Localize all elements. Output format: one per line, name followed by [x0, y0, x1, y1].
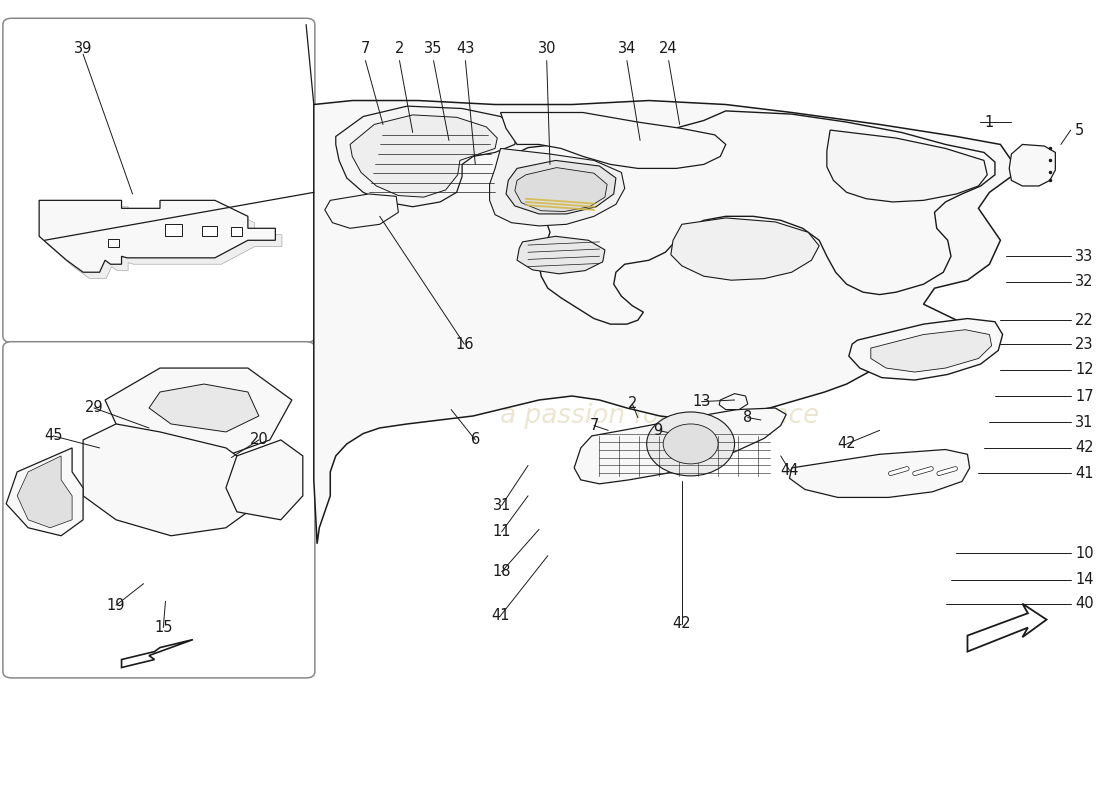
- Polygon shape: [226, 440, 303, 520]
- Polygon shape: [106, 368, 292, 456]
- Text: 32: 32: [1075, 274, 1093, 290]
- Text: 31: 31: [493, 498, 510, 513]
- Text: 15: 15: [154, 620, 173, 635]
- Text: 2: 2: [628, 397, 637, 411]
- Polygon shape: [324, 194, 398, 228]
- Text: 41: 41: [492, 608, 509, 623]
- Text: 42: 42: [672, 616, 691, 631]
- Text: 23: 23: [1075, 337, 1093, 351]
- Polygon shape: [201, 226, 217, 236]
- Text: 20: 20: [250, 433, 268, 447]
- Polygon shape: [790, 450, 970, 498]
- Text: 40: 40: [1075, 596, 1093, 611]
- Text: 39: 39: [74, 41, 92, 56]
- Polygon shape: [517, 236, 605, 274]
- Polygon shape: [336, 106, 517, 206]
- Text: 6: 6: [471, 433, 480, 447]
- Text: 42: 42: [1075, 441, 1093, 455]
- Text: 10: 10: [1075, 546, 1093, 561]
- Text: 31: 31: [1075, 415, 1093, 430]
- Polygon shape: [719, 394, 748, 410]
- Polygon shape: [506, 161, 616, 214]
- Text: 29: 29: [85, 401, 103, 415]
- Polygon shape: [148, 384, 258, 432]
- Text: 30: 30: [538, 41, 556, 56]
- Polygon shape: [500, 113, 726, 169]
- Polygon shape: [165, 224, 182, 236]
- Circle shape: [663, 424, 718, 464]
- Text: eurocars: eurocars: [461, 313, 858, 391]
- Text: a passion for excellence: a passion for excellence: [500, 403, 820, 429]
- Circle shape: [647, 412, 735, 476]
- Text: 45: 45: [44, 429, 63, 443]
- Polygon shape: [46, 206, 282, 278]
- Text: 35: 35: [425, 41, 442, 56]
- Polygon shape: [18, 456, 73, 528]
- Polygon shape: [314, 101, 1011, 544]
- Text: 13: 13: [692, 394, 711, 409]
- Text: 33: 33: [1075, 249, 1093, 264]
- Text: 17: 17: [1075, 389, 1093, 403]
- Text: 19: 19: [107, 598, 125, 613]
- FancyBboxPatch shape: [3, 342, 315, 678]
- Polygon shape: [121, 639, 192, 667]
- Text: 24: 24: [659, 41, 678, 56]
- Polygon shape: [515, 168, 607, 211]
- Text: 41: 41: [1075, 466, 1093, 481]
- Text: 2: 2: [395, 41, 404, 56]
- Polygon shape: [671, 218, 820, 280]
- Text: 22: 22: [1075, 313, 1093, 328]
- Polygon shape: [40, 200, 275, 272]
- Text: 9: 9: [653, 423, 662, 438]
- Polygon shape: [1009, 145, 1055, 186]
- Text: 5: 5: [1075, 122, 1085, 138]
- Polygon shape: [109, 238, 119, 246]
- Text: 12: 12: [1075, 362, 1093, 377]
- Polygon shape: [350, 115, 497, 197]
- Text: 42: 42: [837, 437, 856, 451]
- Polygon shape: [827, 130, 987, 202]
- Text: 18: 18: [493, 564, 510, 579]
- Text: 16: 16: [455, 337, 474, 351]
- Polygon shape: [84, 424, 258, 536]
- Text: 34: 34: [618, 41, 636, 56]
- Text: 1: 1: [984, 114, 993, 130]
- Text: 14: 14: [1075, 572, 1093, 587]
- Polygon shape: [871, 330, 991, 372]
- Polygon shape: [504, 111, 994, 324]
- Text: 11: 11: [493, 524, 510, 539]
- Text: 43: 43: [456, 41, 474, 56]
- Polygon shape: [968, 604, 1046, 651]
- Text: 7: 7: [590, 418, 598, 433]
- Text: 7: 7: [361, 41, 370, 56]
- Polygon shape: [7, 448, 84, 536]
- Polygon shape: [231, 227, 242, 236]
- FancyBboxPatch shape: [3, 18, 315, 342]
- Text: 8: 8: [744, 410, 752, 425]
- Polygon shape: [490, 149, 625, 226]
- Polygon shape: [849, 318, 1002, 380]
- Polygon shape: [574, 408, 786, 484]
- Text: 44: 44: [780, 462, 799, 478]
